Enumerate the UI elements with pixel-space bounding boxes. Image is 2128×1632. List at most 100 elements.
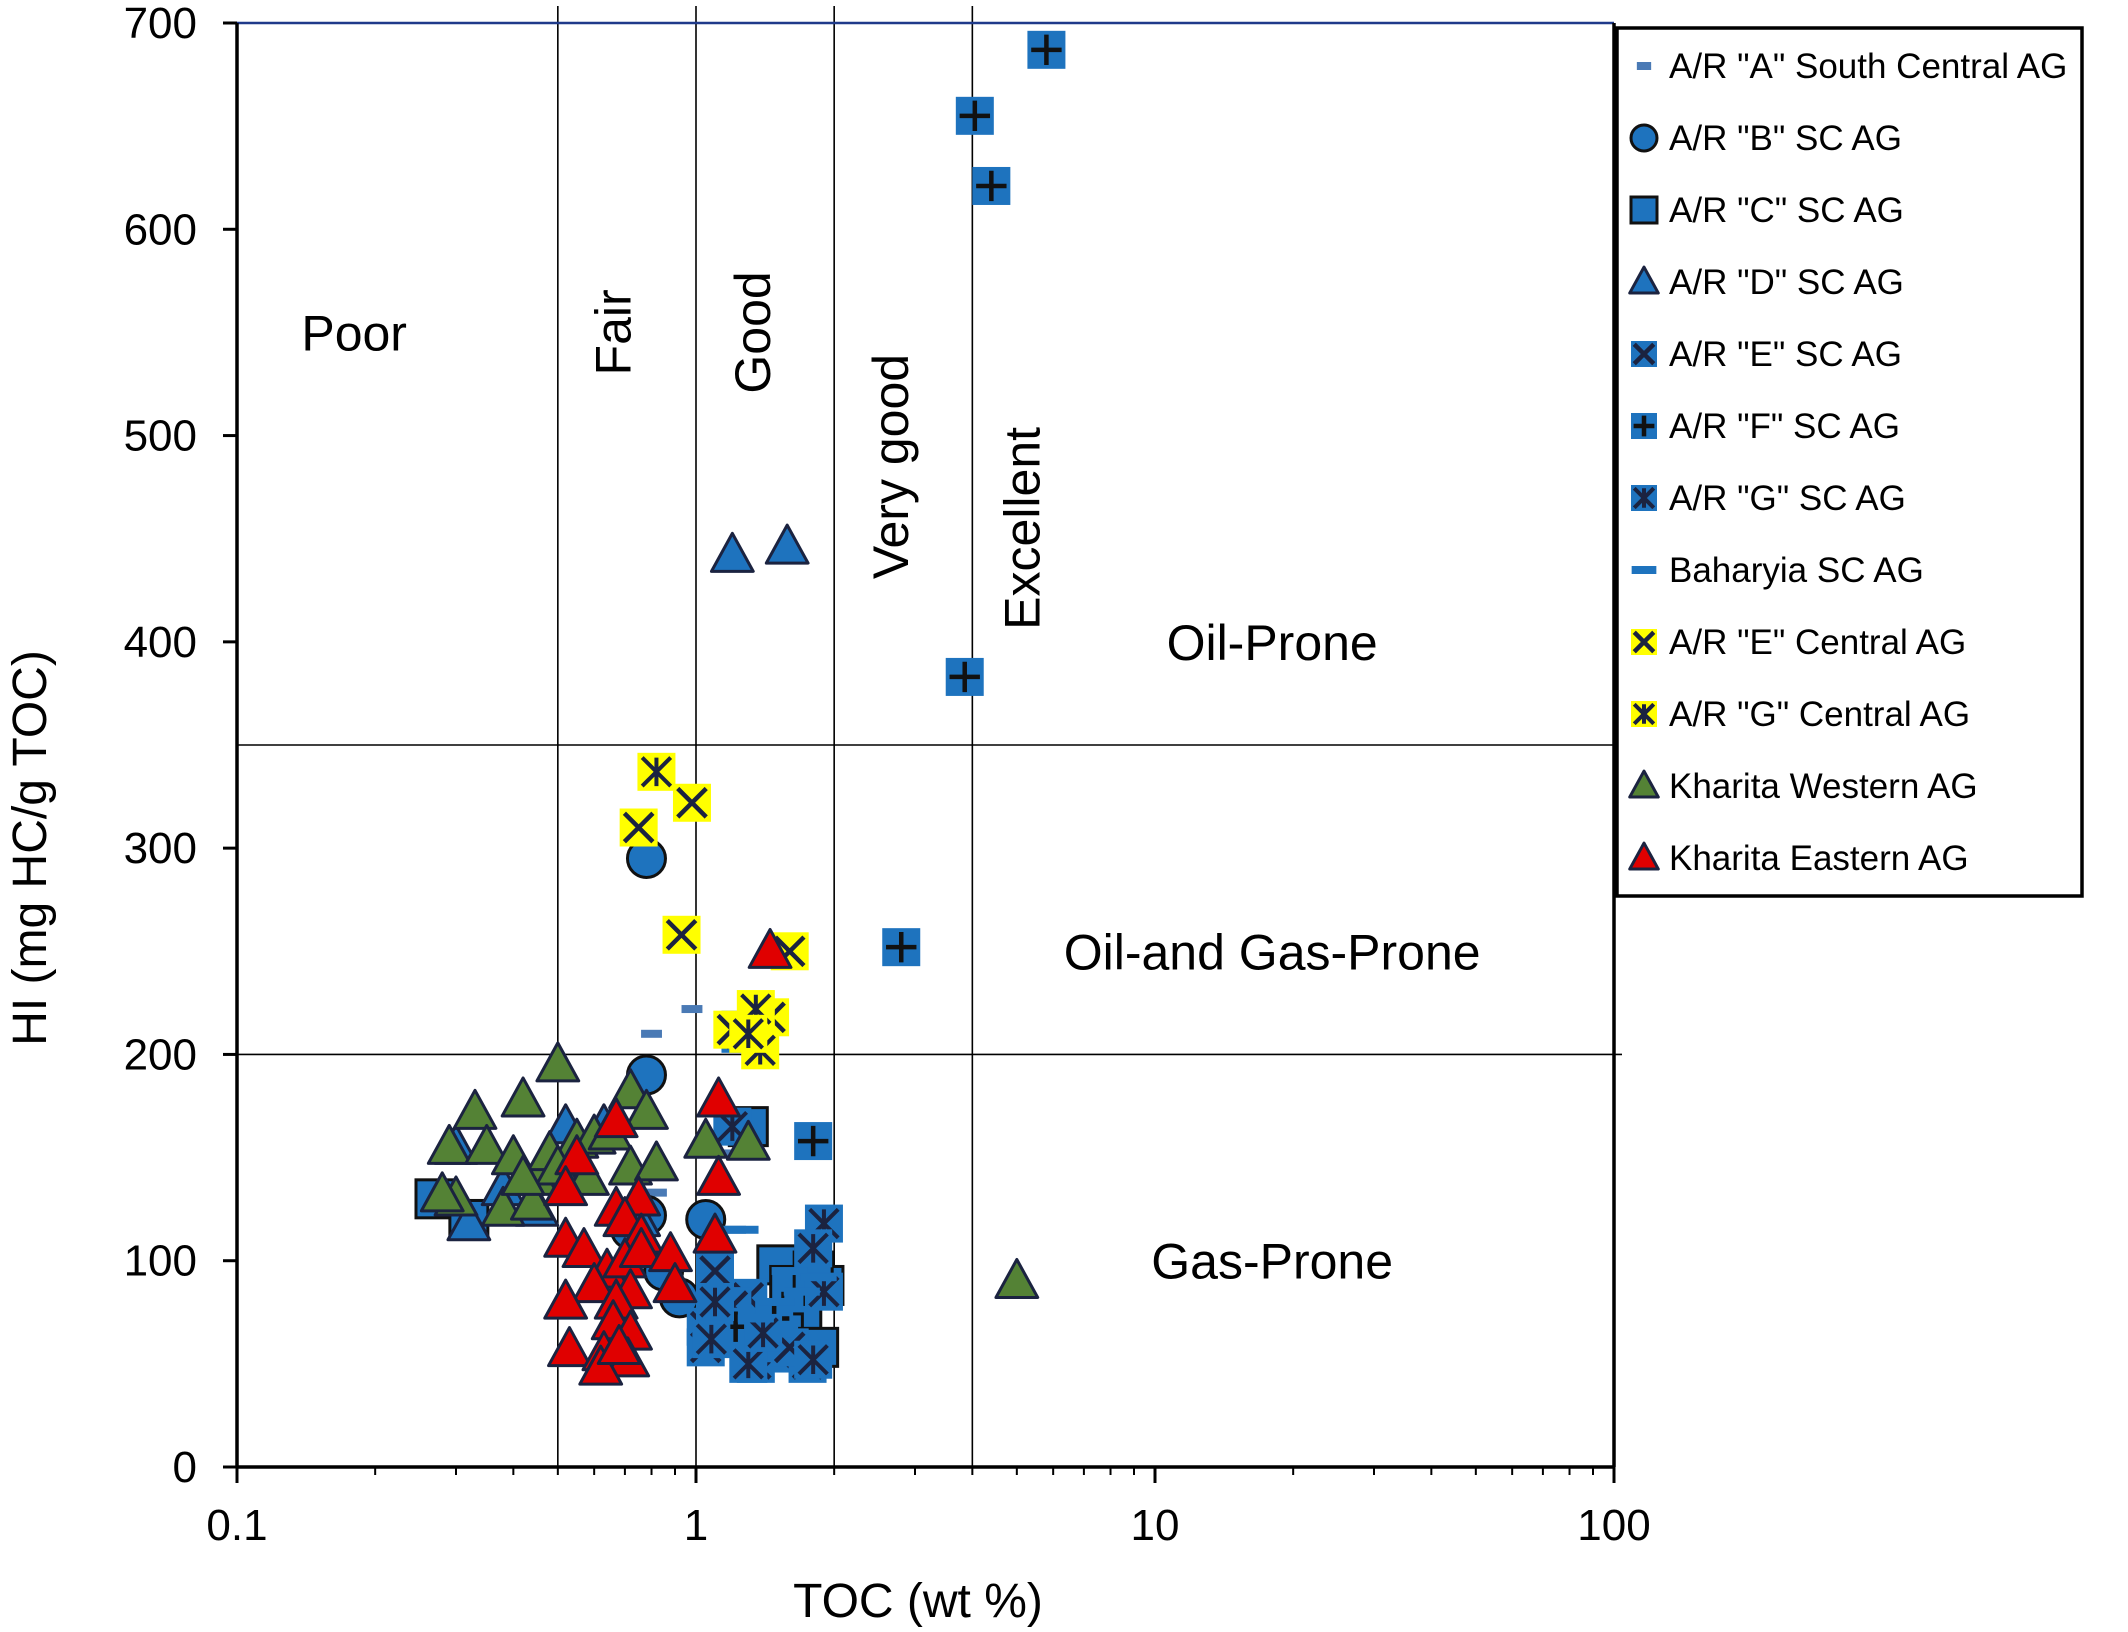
marker-triangle [500,1076,546,1118]
data-point [696,1154,741,1196]
data-point [672,783,711,822]
marker-triangle [747,927,793,969]
x-axis-title: TOC (wt %) [793,1575,1043,1628]
marker-star [1632,702,1656,726]
data-point [945,657,984,696]
marker-triangle [624,1088,669,1130]
data-points [414,30,1066,1386]
marker-cross [1632,342,1656,366]
marker-triangle [618,1227,664,1269]
marker-triangle [543,1165,589,1207]
legend-label: A/R "C" SC AG [1669,191,1904,230]
data-point [737,1314,774,1323]
marker-triangle [571,1262,617,1304]
x-tick-label: 0.1 [206,1501,267,1550]
data-point [652,1262,698,1304]
y-tick-label: 600 [124,205,197,254]
data-point [624,1088,669,1130]
data-point [509,1179,555,1221]
marker-dash [800,1273,837,1282]
marker-triangle [464,1123,510,1165]
data-point [637,752,676,791]
y-tick-label: 300 [124,824,197,873]
legend-marker [1628,265,1660,295]
marker-plus [797,1125,829,1157]
marker-star [797,1344,829,1376]
richness-label: Excellent [994,427,1050,630]
marker-triangle [509,1179,555,1221]
legend-marker [1628,769,1660,799]
marker-triangle [419,1171,465,1213]
data-point [783,1287,820,1296]
data-point [464,1123,510,1165]
data-point [426,1123,472,1165]
legend-marker [1629,195,1659,225]
legend-entry: A/R "F" SC AG [1631,407,1900,446]
y-tick-label: 0 [173,1443,197,1492]
data-point [571,1262,617,1304]
marker-dash [645,1188,667,1197]
legend-label: A/R "E" Central AG [1669,623,1966,662]
region-labels: Poor Fair Good Very good Excellent Oil-Prone O… [301,271,1480,1289]
data-point [695,1282,734,1321]
zone-label: Oil-and Gas-Prone [1064,924,1481,980]
data-point [747,927,793,969]
legend-entry: A/R "E" SC AG [1631,335,1902,374]
data-point [543,1165,589,1207]
data-point [500,1154,546,1196]
plot-frame [235,23,1616,1469]
data-point [692,1320,731,1359]
marker-plus [886,931,917,963]
marker-dash [758,1297,795,1306]
legend-label: A/R "B" SC AG [1669,119,1902,158]
marker-triangle [709,531,755,573]
data-point [561,1227,607,1269]
marker-triangle [692,1212,738,1254]
data-point [535,1041,581,1083]
marker-triangle [725,1119,771,1161]
legend-entry: A/R "G" SC AG [1631,479,1906,518]
legend-label: Kharita Eastern AG [1669,839,1969,878]
marker-triangle [547,1326,592,1368]
marker-triangle [1628,769,1660,799]
marker-star [732,1018,764,1050]
marker-cross [665,918,698,951]
legend-label: A/R "A" South Central AG [1669,47,2067,86]
legend-label: A/R "D" SC AG [1669,263,1904,302]
marker-triangle [578,1344,624,1386]
marker-triangle [543,1278,589,1320]
marker-star [732,1348,764,1380]
data-point [543,1278,589,1320]
series-7 [722,1225,837,1323]
legend-marker [1636,62,1652,70]
marker-triangle [696,1154,741,1196]
y-tick-label: 400 [124,618,197,667]
legend-entry: Kharita Eastern AG [1628,839,1969,878]
marker-triangle [683,1117,729,1159]
marker-circle [1629,123,1659,153]
series-11 [543,927,793,1386]
reference-lines [237,6,1622,1467]
legend-label: Kharita Western AG [1669,767,1978,806]
data-point [452,1088,498,1130]
x-tick-label: 10 [1131,1501,1180,1550]
series-9 [637,752,780,1070]
data-point [619,808,658,847]
data-point [771,1267,808,1276]
legend-entry: A/R "D" SC AG [1628,263,1904,302]
marker-dash [1631,566,1657,574]
data-point [692,1212,738,1254]
legend-entry: A/R "A" South Central AG [1636,47,2067,86]
marker-star [808,1275,840,1308]
legend-marker [1631,485,1657,511]
series-5 [716,30,1066,1346]
marker-triangle [696,1076,741,1118]
marker-star [640,756,673,788]
richness-label: Good [725,271,781,393]
x-axis: 0.1 1 10 100 [206,1467,1651,1550]
legend-box [1615,26,2084,898]
marker-triangle [535,1041,581,1083]
y-axis: 0 100 200 300 400 500 600 700 [124,0,237,1492]
marker-plus [976,170,1007,202]
